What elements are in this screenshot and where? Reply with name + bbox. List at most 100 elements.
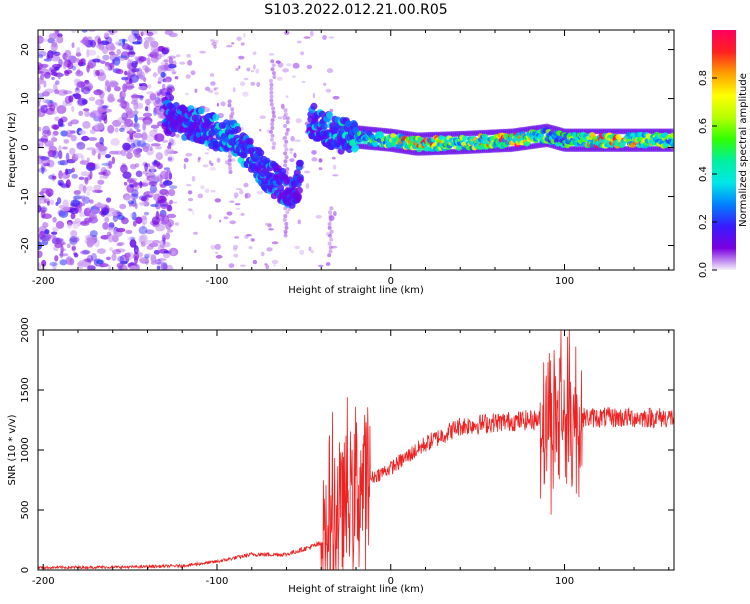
- noise-speckle: [132, 220, 137, 227]
- noise-speckle: [92, 189, 98, 193]
- noise-speckle: [72, 65, 76, 71]
- noise-speckle: [246, 67, 251, 72]
- noise-speckle: [122, 172, 131, 178]
- noise-speckle: [66, 168, 73, 174]
- noise-speckle: [83, 207, 92, 217]
- noise-speckle: [95, 163, 100, 169]
- noise-speckle: [185, 184, 192, 187]
- streak-speckle: [285, 167, 290, 172]
- noise-speckle: [51, 50, 57, 54]
- y-tick-label: 1500: [20, 377, 31, 402]
- noise-speckle: [71, 105, 75, 112]
- noise-speckle: [41, 91, 50, 97]
- y-tick-label: 0: [20, 567, 31, 573]
- noise-speckle: [226, 45, 233, 48]
- noise-speckle: [143, 40, 149, 50]
- noise-speckle: [54, 30, 60, 35]
- noise-speckle: [99, 114, 107, 121]
- noise-speckle: [47, 151, 53, 158]
- noise-speckle: [100, 97, 105, 105]
- noise-speckle: [52, 63, 62, 69]
- noise-speckle: [52, 216, 57, 223]
- noise-speckle: [39, 38, 49, 42]
- streak-speckle: [284, 222, 289, 226]
- y-tick-label: 1000: [20, 437, 31, 462]
- noise-speckle: [129, 265, 137, 270]
- noise-speckle: [129, 184, 134, 188]
- noise-speckle: [141, 131, 147, 140]
- noise-speckle: [282, 68, 289, 73]
- noise-speckle: [213, 45, 217, 49]
- noise-speckle-group: [38, 30, 340, 270]
- noise-speckle: [38, 100, 41, 107]
- ridge-blob: [326, 111, 334, 119]
- noise-speckle: [142, 119, 152, 126]
- noise-speckle: [306, 64, 313, 69]
- noise-speckle: [165, 232, 171, 240]
- noise-speckle: [109, 62, 115, 71]
- noise-speckle: [97, 153, 101, 160]
- ridge-blob: [351, 121, 359, 129]
- noise-speckle: [121, 112, 128, 121]
- noise-speckle: [42, 98, 50, 104]
- noise-speckle: [68, 95, 74, 103]
- noise-speckle: [160, 71, 166, 78]
- spectral-ridge-group: [161, 96, 674, 209]
- noise-speckle: [213, 88, 217, 91]
- noise-speckle: [134, 163, 140, 168]
- noise-speckle: [228, 113, 234, 118]
- noise-speckle: [213, 87, 219, 90]
- noise-speckle: [122, 171, 132, 179]
- noise-speckle: [281, 136, 286, 141]
- noise-speckle: [58, 145, 62, 153]
- ridge-blob: [296, 176, 304, 184]
- noise-speckle: [89, 230, 98, 238]
- noise-speckle: [107, 30, 112, 33]
- noise-speckle: [150, 40, 159, 48]
- noise-speckle: [95, 99, 104, 106]
- streak-speckle: [271, 145, 276, 150]
- noise-speckle: [145, 106, 149, 112]
- noise-speckle: [51, 237, 60, 245]
- noise-speckle: [129, 47, 134, 55]
- noise-speckle: [62, 146, 68, 150]
- noise-speckle: [216, 102, 219, 107]
- noise-speckle: [117, 256, 125, 263]
- noise-speckle: [88, 212, 97, 218]
- noise-speckle: [300, 51, 305, 56]
- noise-speckle: [142, 179, 150, 186]
- noise-speckle: [43, 80, 47, 88]
- noise-speckle: [108, 222, 115, 229]
- noise-speckle: [214, 251, 219, 254]
- noise-speckle: [155, 152, 163, 161]
- noise-speckle: [312, 92, 316, 99]
- noise-speckle: [98, 210, 107, 216]
- noise-speckle: [60, 205, 71, 212]
- noise-speckle: [267, 224, 272, 228]
- noise-speckle: [119, 203, 127, 210]
- noise-speckle: [165, 46, 170, 53]
- noise-speckle: [160, 108, 165, 114]
- noise-speckle: [73, 195, 83, 200]
- noise-speckle: [265, 264, 270, 270]
- noise-speckle: [233, 192, 239, 198]
- noise-speckle: [144, 254, 150, 259]
- noise-speckle: [82, 249, 91, 255]
- noise-speckle: [122, 38, 126, 45]
- streak-speckle: [283, 229, 288, 234]
- noise-speckle: [76, 68, 81, 75]
- noise-speckle: [94, 122, 104, 131]
- noise-speckle: [146, 57, 151, 66]
- x-tick-label: -100: [206, 276, 229, 287]
- noise-speckle: [141, 215, 148, 225]
- noise-speckle: [109, 150, 119, 155]
- noise-speckle: [166, 213, 177, 219]
- noise-speckle: [101, 46, 109, 55]
- noise-speckle: [83, 108, 90, 112]
- streak-speckle: [329, 206, 334, 211]
- streak-speckle: [230, 107, 235, 112]
- noise-speckle: [50, 199, 54, 206]
- noise-speckle: [318, 158, 323, 163]
- noise-speckle: [115, 227, 126, 233]
